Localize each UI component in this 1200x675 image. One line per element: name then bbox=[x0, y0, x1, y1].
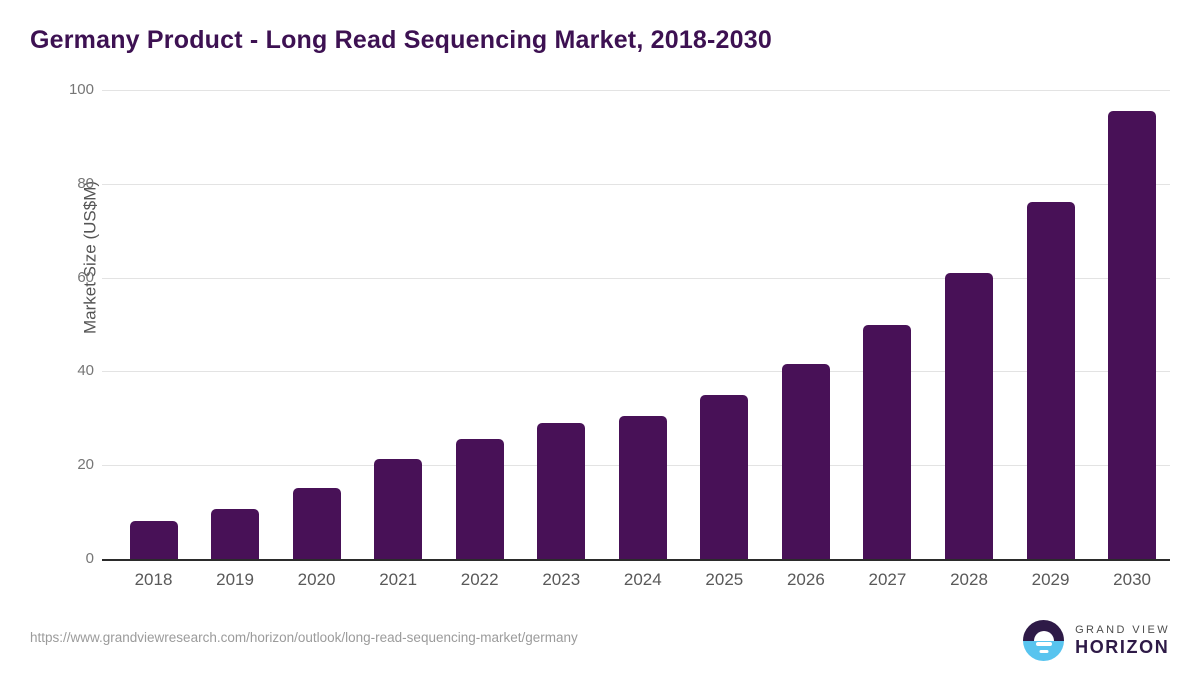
x-tick-label-2030: 2030 bbox=[1113, 570, 1151, 589]
x-tick-label-2022: 2022 bbox=[460, 570, 499, 589]
bar-2030 bbox=[1108, 111, 1157, 559]
y-tick-label-100: 100 bbox=[68, 81, 94, 98]
y-tick-label-0: 0 bbox=[85, 550, 94, 567]
logo-sky-half bbox=[1023, 620, 1065, 641]
x-tick-label-2027: 2027 bbox=[868, 570, 907, 589]
bar-2024 bbox=[618, 416, 667, 559]
bar-2020 bbox=[292, 487, 341, 559]
x-tick-label-2028: 2028 bbox=[950, 570, 988, 589]
logo-horizon-text: HORIZON bbox=[1075, 637, 1170, 657]
x-tick-label-2018: 2018 bbox=[134, 570, 173, 589]
y-axis-label: Market Size (US$M) bbox=[80, 180, 100, 334]
bar-2018 bbox=[129, 520, 178, 559]
gridline-100 bbox=[102, 90, 1170, 91]
chart-title: Germany Product - Long Read Sequencing M… bbox=[30, 26, 772, 54]
x-tick-label-2023: 2023 bbox=[542, 570, 581, 589]
horizon-sun-over-water-icon bbox=[1023, 620, 1065, 661]
x-tick-label-2020: 2020 bbox=[297, 570, 336, 589]
x-tick-label-2029: 2029 bbox=[1031, 570, 1070, 589]
y-tick-label-20: 20 bbox=[77, 456, 94, 474]
x-tick-label-2025: 2025 bbox=[705, 570, 744, 589]
bar-2028 bbox=[945, 272, 993, 559]
source-url: https://www.grandviewresearch.com/horizo… bbox=[30, 630, 578, 645]
logo-reflection-line-2 bbox=[1039, 649, 1049, 653]
bar-2027 bbox=[863, 324, 912, 559]
bar-2019 bbox=[211, 508, 260, 559]
grand-view-horizon-logo: GRAND VIEW HORIZON bbox=[1023, 620, 1170, 661]
logo-wordmark: GRAND VIEW HORIZON bbox=[1075, 624, 1170, 657]
y-tick-label-60: 60 bbox=[77, 268, 94, 286]
bar-2025 bbox=[700, 394, 749, 559]
bar-2029 bbox=[1026, 202, 1075, 559]
x-tick-label-2024: 2024 bbox=[623, 570, 662, 589]
x-tick-label-2019: 2019 bbox=[216, 570, 254, 589]
bar-2026 bbox=[781, 363, 830, 559]
x-tick-label-2021: 2021 bbox=[379, 570, 418, 589]
y-tick-label-80: 80 bbox=[77, 174, 94, 192]
bar-2021 bbox=[374, 459, 423, 559]
y-tick-label-40: 40 bbox=[77, 362, 94, 380]
gridline-60 bbox=[102, 277, 1170, 279]
gridline-80 bbox=[102, 183, 1170, 185]
bar-2022 bbox=[455, 438, 504, 559]
logo-grand-view-text: GRAND VIEW bbox=[1075, 624, 1170, 636]
bar-2023 bbox=[537, 423, 586, 559]
logo-sun-shape bbox=[1033, 630, 1054, 641]
plot-area: 0 20 40 60 80 100 2018 2019 2020 2021 2022 2023 2024… bbox=[69, 82, 1170, 589]
logo-reflection-line-1 bbox=[1035, 641, 1052, 646]
x-tick-label-2026: 2026 bbox=[786, 570, 825, 589]
gridline-40 bbox=[102, 371, 1170, 373]
